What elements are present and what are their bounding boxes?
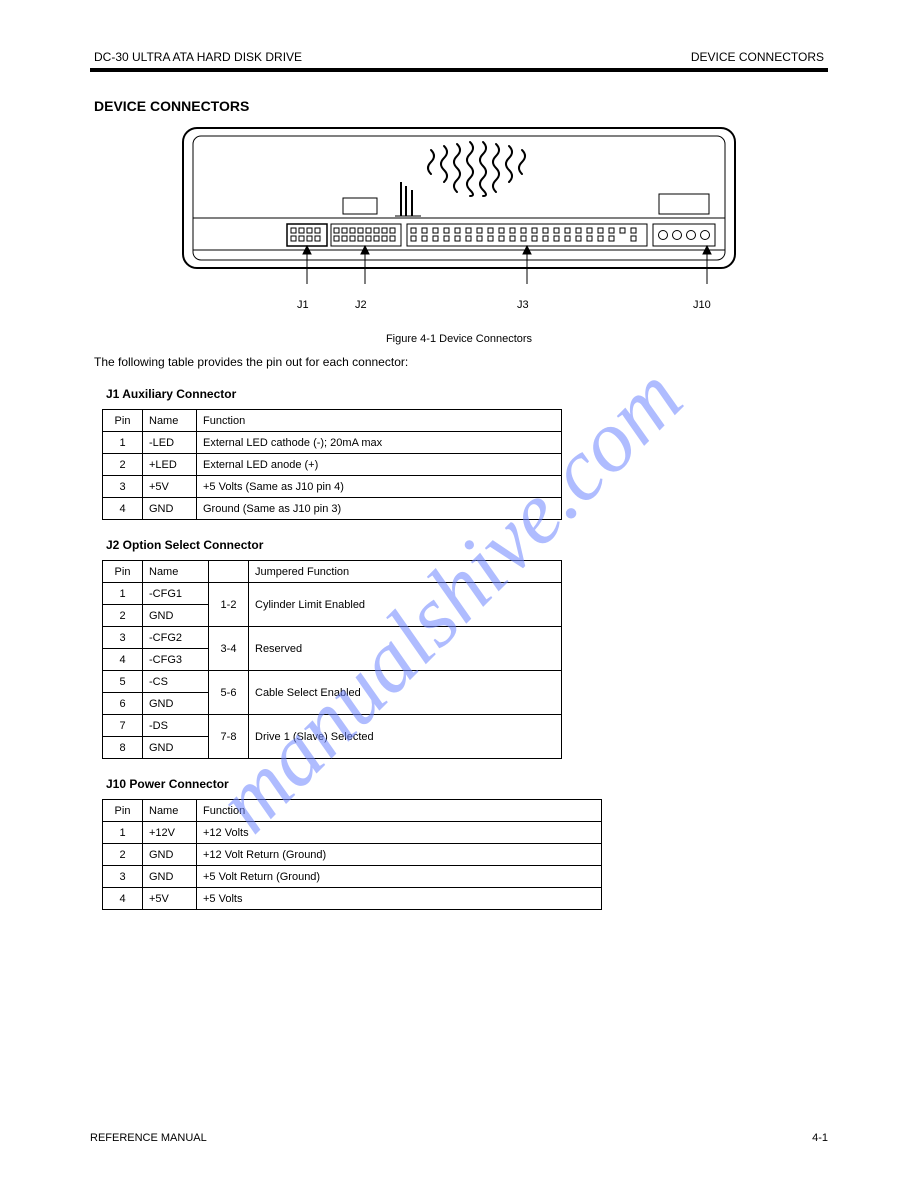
table1-title: J1 Auxiliary Connector [106, 387, 828, 401]
table-row: 5-CS5-6Cable Select Enabled [103, 671, 562, 693]
th-function: Function [197, 800, 602, 822]
table-j2: Pin Name Jumpered Function 1-CFG11-2Cyli… [102, 560, 562, 759]
table-row: 3GND+5 Volt Return (Ground) [103, 866, 602, 888]
figure-caption: Figure 4-1 Device Connectors [179, 333, 739, 345]
th-jumpered-fn: Jumpered Function [249, 561, 562, 583]
table-row: 4GNDGround (Same as J10 pin 3) [103, 498, 562, 520]
header-divider [90, 68, 828, 72]
footer-right: 4-1 [812, 1132, 828, 1144]
table-row: 4+5V+5 Volts [103, 888, 602, 910]
table-row: 2+LEDExternal LED anode (+) [103, 454, 562, 476]
table-row: 7-DS7-8Drive 1 (Slave) Selected [103, 715, 562, 737]
table-row: 1+12V+12 Volts [103, 822, 602, 844]
table-row: 3-CFG23-4Reserved [103, 627, 562, 649]
device-svg [179, 124, 739, 294]
footer-left: REFERENCE MANUAL [90, 1132, 207, 1144]
intro-text: The following table provides the pin out… [94, 355, 824, 369]
table-row: 2GND+12 Volt Return (Ground) [103, 844, 602, 866]
table-row: 3+5V+5 Volts (Same as J10 pin 4) [103, 476, 562, 498]
callout-j2: J2 [355, 299, 367, 311]
th-name: Name [143, 410, 197, 432]
table-row: 1-LEDExternal LED cathode (-); 20mA max [103, 432, 562, 454]
device-figure: J1 J2 J3 J10 Figure 4-1 Device Connector… [179, 124, 739, 345]
table2-title: J2 Option Select Connector [106, 538, 828, 552]
table-j1: Pin Name Function 1-LEDExternal LED cath… [102, 409, 562, 520]
header-left: DC-30 ULTRA ATA HARD DISK DRIVE [94, 50, 302, 64]
header-right: DEVICE CONNECTORS [691, 50, 824, 64]
table-row: 1-CFG11-2Cylinder Limit Enabled [103, 583, 562, 605]
callout-j10: J10 [693, 299, 711, 311]
th-name: Name [143, 561, 209, 583]
th-name: Name [143, 800, 197, 822]
th-pin: Pin [103, 800, 143, 822]
th-function: Function [197, 410, 562, 432]
th-pin: Pin [103, 410, 143, 432]
section-title: DEVICE CONNECTORS [94, 98, 828, 114]
callout-j3: J3 [517, 299, 529, 311]
th-jumpered [209, 561, 249, 583]
th-pin: Pin [103, 561, 143, 583]
table3-title: J10 Power Connector [106, 777, 828, 791]
table-j10: Pin Name Function 1+12V+12 Volts 2GND+12… [102, 799, 602, 910]
callout-j1: J1 [297, 299, 309, 311]
